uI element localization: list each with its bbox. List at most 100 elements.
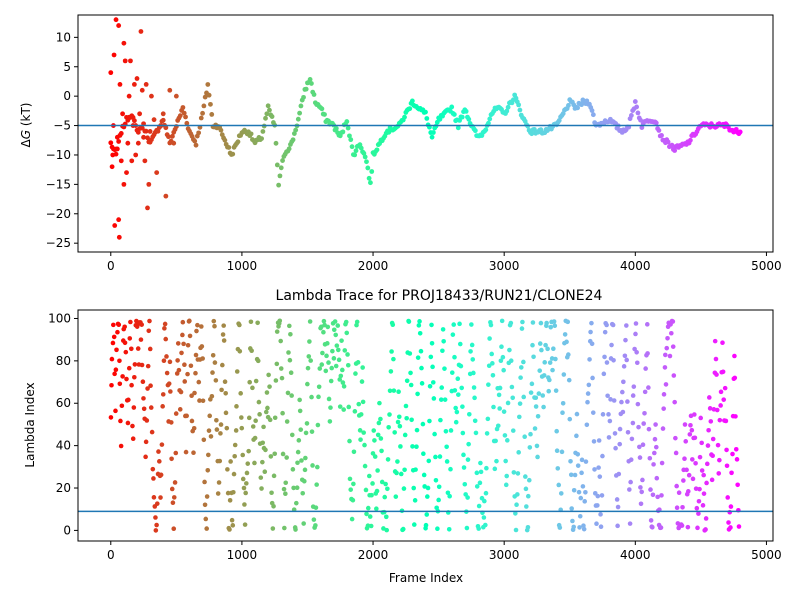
lambda-point bbox=[211, 318, 217, 324]
lambda-point bbox=[429, 322, 434, 328]
lambda-point bbox=[420, 421, 426, 427]
lambda-point bbox=[171, 495, 177, 500]
lambda-point bbox=[150, 466, 156, 472]
lambda-point bbox=[419, 365, 424, 371]
lambda-point bbox=[566, 377, 572, 383]
delta-g-point bbox=[163, 125, 169, 131]
lambda-point bbox=[508, 358, 514, 363]
delta-g-point bbox=[635, 110, 641, 116]
delta-g-y-ticks: −25 −20 −15 −10 −5 0 5 10 bbox=[46, 30, 78, 250]
lambda-y-axis-label: Lambda Index bbox=[23, 382, 37, 467]
lambda-point bbox=[696, 511, 701, 516]
lambda-point bbox=[661, 392, 667, 397]
lambda-point bbox=[557, 525, 563, 530]
lambda-point bbox=[651, 462, 656, 467]
delta-g-point bbox=[345, 125, 351, 131]
lambda-point bbox=[265, 405, 270, 411]
lambda-point bbox=[273, 378, 279, 383]
lambda-point bbox=[171, 526, 177, 532]
lambda-point bbox=[633, 321, 639, 326]
lambda-point bbox=[537, 341, 543, 346]
lambda-point bbox=[386, 424, 391, 430]
lambda-point bbox=[185, 342, 191, 348]
lambda-point bbox=[357, 428, 363, 433]
lambda-point bbox=[200, 398, 206, 404]
lambda-point bbox=[490, 361, 495, 366]
x-tick-label: 4000 bbox=[620, 259, 651, 273]
lambda-point bbox=[177, 407, 183, 412]
lambda-point bbox=[488, 322, 494, 328]
lambda-point bbox=[461, 465, 467, 470]
lambda-point bbox=[469, 342, 475, 348]
lambda-points bbox=[108, 318, 742, 533]
lambda-point bbox=[115, 329, 120, 335]
lambda-point bbox=[278, 338, 284, 344]
lambda-point bbox=[664, 345, 670, 351]
lambda-point bbox=[547, 377, 552, 383]
lambda-point bbox=[153, 528, 159, 533]
lambda-point bbox=[225, 490, 231, 496]
lambda-point bbox=[342, 348, 348, 353]
lambda-point bbox=[406, 319, 412, 324]
lambda-point bbox=[485, 416, 491, 422]
delta-g-point bbox=[151, 117, 157, 123]
lambda-point bbox=[474, 470, 480, 476]
lambda-point bbox=[432, 431, 437, 437]
lambda-point bbox=[248, 319, 254, 325]
lambda-point bbox=[496, 392, 502, 398]
delta-g-point bbox=[504, 108, 510, 114]
lambda-point bbox=[347, 476, 353, 482]
lambda-point bbox=[699, 468, 705, 473]
lambda-point bbox=[729, 470, 734, 476]
lambda-point bbox=[695, 525, 700, 531]
delta-g-point bbox=[146, 181, 152, 187]
lambda-point bbox=[340, 380, 346, 385]
lambda-point bbox=[662, 365, 668, 370]
lambda-point bbox=[730, 451, 735, 457]
lambda-point bbox=[615, 523, 620, 529]
lambda-point bbox=[154, 522, 159, 528]
lambda-point bbox=[217, 458, 223, 464]
lambda-point bbox=[389, 349, 394, 354]
lambda-point bbox=[602, 354, 607, 360]
lambda-point bbox=[108, 415, 114, 420]
lambda-point bbox=[692, 435, 698, 441]
lambda-point bbox=[135, 346, 141, 351]
lambda-point bbox=[423, 522, 429, 528]
delta-g-point bbox=[358, 145, 364, 151]
delta-g-point bbox=[538, 127, 544, 133]
lambda-point bbox=[580, 484, 586, 489]
delta-g-point bbox=[260, 129, 266, 134]
lambda-point bbox=[621, 379, 626, 385]
delta-g-point bbox=[208, 101, 213, 107]
lambda-point bbox=[468, 349, 473, 354]
lambda-point bbox=[250, 424, 256, 429]
lambda-point bbox=[724, 463, 730, 469]
lambda-point bbox=[445, 490, 451, 496]
lambda-point bbox=[288, 331, 293, 337]
delta-g-point bbox=[125, 140, 131, 146]
lambda-point bbox=[444, 459, 450, 464]
lambda-point bbox=[440, 327, 446, 332]
lambda-point bbox=[624, 323, 629, 328]
lambda-point bbox=[403, 403, 409, 409]
lambda-point bbox=[414, 427, 420, 433]
lambda-point bbox=[168, 420, 174, 425]
lambda-point bbox=[169, 486, 175, 492]
lambda-point bbox=[116, 322, 122, 328]
delta-g-point bbox=[222, 137, 228, 143]
lambda-point bbox=[132, 374, 137, 380]
delta-g-point bbox=[192, 138, 198, 144]
lambda-point bbox=[688, 422, 693, 428]
lambda-point bbox=[392, 430, 397, 435]
lambda-point bbox=[591, 439, 597, 444]
lambda-point bbox=[654, 475, 660, 481]
lambda-point bbox=[274, 329, 280, 334]
lambda-point bbox=[447, 493, 452, 499]
lambda-point bbox=[222, 379, 228, 385]
lambda-point bbox=[185, 371, 190, 377]
lambda-point bbox=[272, 415, 278, 421]
delta-g-point bbox=[259, 136, 264, 142]
lambda-point bbox=[701, 491, 707, 496]
lambda-point bbox=[401, 486, 407, 491]
